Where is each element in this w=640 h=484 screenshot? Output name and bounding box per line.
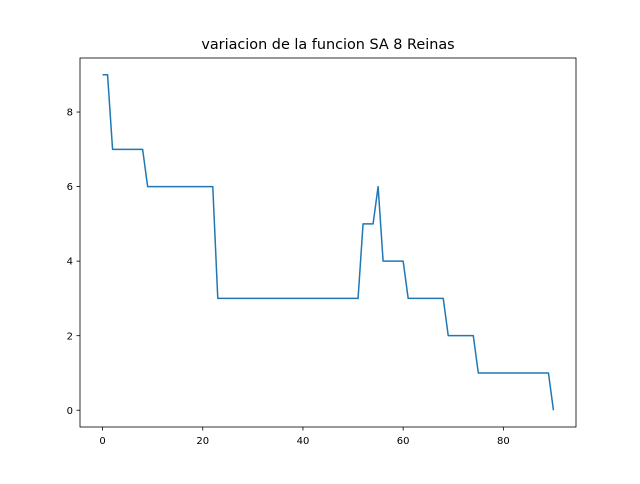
y-tick-label: 8 xyxy=(67,108,73,119)
x-tick-label: 20 xyxy=(196,436,209,447)
y-axis-ticks: 0 2 4 6 8 xyxy=(67,108,80,417)
x-axis-ticks: 0 20 40 60 80 xyxy=(99,427,510,447)
y-tick-label: 2 xyxy=(67,331,73,342)
series-group xyxy=(102,74,555,411)
x-tick-label: 0 xyxy=(99,436,105,447)
x-tick-label: 40 xyxy=(297,436,310,447)
series-line xyxy=(102,74,555,411)
plot-frame xyxy=(79,57,577,428)
x-tick-label: 60 xyxy=(397,436,410,447)
x-tick-label: 80 xyxy=(497,436,510,447)
y-tick-label: 4 xyxy=(67,257,73,268)
y-tick-label: 0 xyxy=(67,406,73,417)
y-tick-label: 6 xyxy=(67,182,73,193)
chart-title: variacion de la funcion SA 8 Reinas xyxy=(201,37,454,53)
